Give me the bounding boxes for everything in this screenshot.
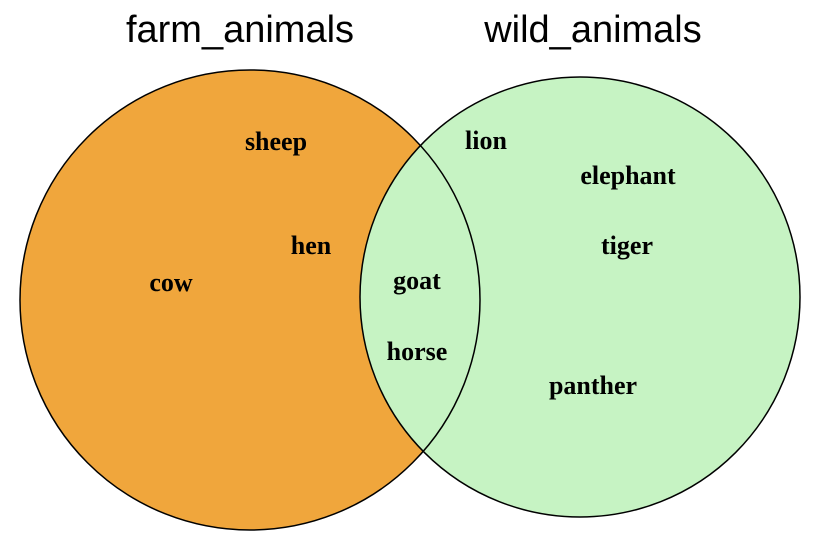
item-lion: lion — [465, 126, 507, 155]
item-hen: hen — [291, 231, 332, 260]
item-panther: panther — [549, 371, 637, 400]
wild-animals-outline — [359, 76, 801, 518]
item-cow: cow — [149, 268, 193, 297]
item-goat: goat — [393, 266, 441, 295]
item-sheep: sheep — [245, 127, 307, 156]
item-elephant: elephant — [580, 161, 676, 190]
farm-animals-circle — [20, 70, 480, 530]
set-title-wild-animals: wild_animals — [483, 9, 702, 51]
item-tiger: tiger — [601, 231, 653, 260]
item-horse: horse — [387, 337, 448, 366]
wild-animals-circle — [360, 77, 800, 517]
set-title-farm-animals: farm_animals — [126, 9, 354, 51]
farm-animals-outline — [19, 69, 481, 531]
